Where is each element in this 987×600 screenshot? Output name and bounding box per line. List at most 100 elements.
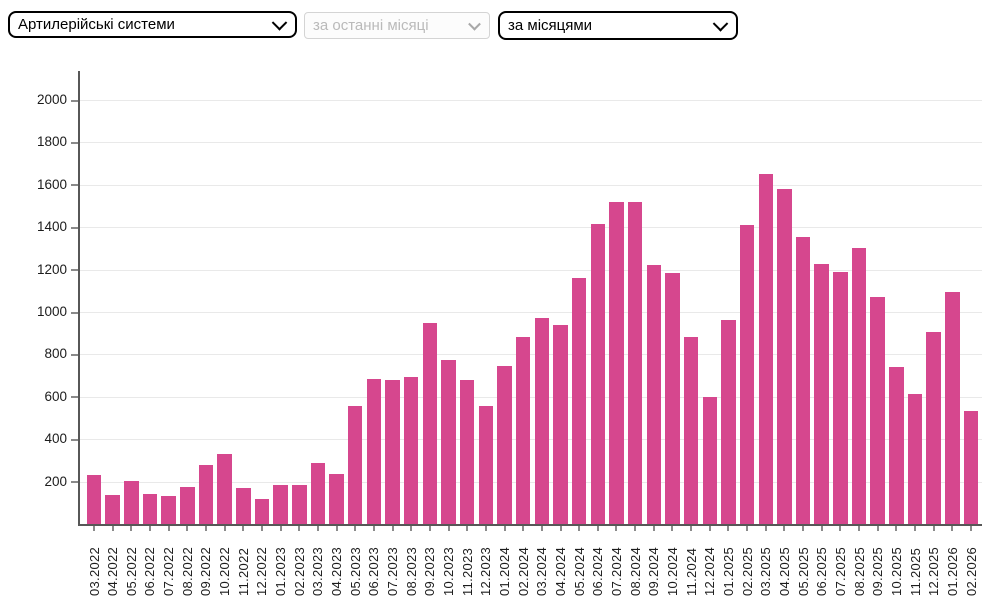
x-axis-tick [522, 526, 525, 531]
x-axis-tick [354, 526, 357, 531]
x-axis-tick [895, 526, 898, 531]
bar[interactable] [236, 487, 251, 524]
bar[interactable] [590, 224, 606, 524]
x-axis-tick [764, 526, 767, 531]
bar[interactable] [142, 494, 158, 524]
x-axis-label: 02.2026 [963, 546, 979, 596]
bar[interactable] [347, 406, 363, 524]
x-axis-tick [970, 526, 973, 531]
bar[interactable] [646, 265, 662, 524]
bar[interactable] [851, 248, 867, 524]
x-axis-label: 06.2024 [590, 546, 606, 596]
y-axis-tick [71, 396, 78, 399]
bar[interactable] [833, 271, 848, 524]
gridline [80, 481, 982, 483]
x-axis-tick [93, 526, 95, 531]
bar[interactable] [609, 201, 624, 524]
x-axis-tick [596, 526, 599, 531]
x-axis-label: 12.2023 [478, 546, 494, 596]
bar[interactable] [553, 324, 568, 524]
bar[interactable] [198, 464, 214, 524]
x-axis-tick [540, 526, 543, 531]
bar[interactable] [739, 225, 755, 524]
x-axis-tick [783, 526, 786, 531]
bar[interactable] [478, 406, 494, 524]
x-axis-label: 12.2022 [254, 546, 270, 596]
grouping-select[interactable]: за місяцями [498, 11, 738, 40]
bar[interactable] [105, 495, 120, 524]
bar[interactable] [180, 486, 195, 524]
x-axis-label: 09.2025 [870, 546, 886, 596]
bar[interactable] [795, 236, 811, 524]
x-axis-label: 07.2025 [832, 546, 848, 596]
bar[interactable] [515, 337, 531, 524]
bar[interactable] [292, 484, 307, 524]
y-axis-label: 1600 [36, 176, 67, 192]
bar[interactable] [889, 367, 904, 524]
bar[interactable] [124, 480, 139, 524]
bar[interactable] [702, 396, 718, 524]
x-axis-tick [690, 526, 693, 531]
x-axis-label: 10.2024 [664, 546, 680, 596]
bar[interactable] [459, 379, 475, 524]
bar[interactable] [366, 378, 382, 524]
bar[interactable] [907, 393, 923, 524]
bar[interactable] [403, 376, 419, 524]
x-axis-tick [652, 526, 655, 531]
y-axis-label: 1400 [36, 219, 67, 235]
bar[interactable] [497, 366, 512, 524]
x-axis-label: 01.2023 [273, 546, 289, 596]
x-axis-line [78, 524, 982, 526]
bar[interactable] [161, 496, 176, 524]
y-axis-label: 800 [44, 346, 67, 362]
x-axis-label: 05.2024 [571, 546, 587, 596]
bar[interactable] [329, 474, 344, 524]
bar[interactable] [441, 359, 456, 524]
x-axis-tick [708, 526, 711, 531]
bar[interactable] [814, 264, 829, 524]
x-axis-tick [111, 526, 114, 531]
x-axis-label: 05.2022 [123, 546, 139, 596]
bar[interactable] [571, 278, 587, 524]
x-axis-tick [335, 526, 338, 531]
bar[interactable] [273, 484, 288, 524]
bar[interactable] [665, 272, 680, 524]
bar[interactable] [310, 462, 326, 524]
x-axis-label: 04.2023 [329, 546, 345, 596]
bar[interactable] [627, 201, 643, 524]
y-axis-label: 1000 [36, 304, 67, 319]
x-axis-tick [186, 526, 189, 531]
x-axis-tick [148, 526, 151, 531]
x-axis-tick [578, 526, 581, 531]
bar[interactable] [945, 291, 960, 524]
x-axis-tick [260, 526, 263, 531]
x-axis-tick [279, 526, 282, 531]
y-axis-label: 200 [44, 473, 67, 489]
bar[interactable] [758, 174, 773, 524]
y-axis-label: 1800 [36, 134, 67, 150]
x-axis-tick [130, 526, 133, 531]
bar[interactable] [534, 318, 550, 524]
bar[interactable] [683, 337, 699, 524]
y-axis-label: 2000 [36, 92, 67, 107]
bar[interactable] [217, 454, 232, 524]
bar[interactable] [870, 297, 885, 524]
x-axis-label: 11.2025 [907, 547, 923, 596]
y-axis-tick [71, 311, 78, 314]
controls-bar: Артилерійські системи за останні місяці … [0, 0, 987, 52]
bar[interactable] [926, 332, 941, 524]
x-axis-label: 03.2024 [534, 546, 550, 596]
bar[interactable] [254, 498, 270, 524]
bar[interactable] [721, 320, 736, 524]
gridline [80, 227, 982, 229]
x-axis-label: 03.2023 [310, 546, 326, 596]
x-axis-tick [447, 526, 450, 531]
bar[interactable] [385, 379, 400, 524]
bar[interactable] [86, 475, 102, 524]
bar[interactable] [777, 189, 792, 524]
bar[interactable] [963, 410, 979, 524]
bar[interactable] [422, 322, 438, 524]
x-axis-label: 06.2025 [814, 546, 830, 596]
category-select[interactable]: Артилерійські системи [8, 11, 297, 38]
gridline [80, 100, 982, 101]
